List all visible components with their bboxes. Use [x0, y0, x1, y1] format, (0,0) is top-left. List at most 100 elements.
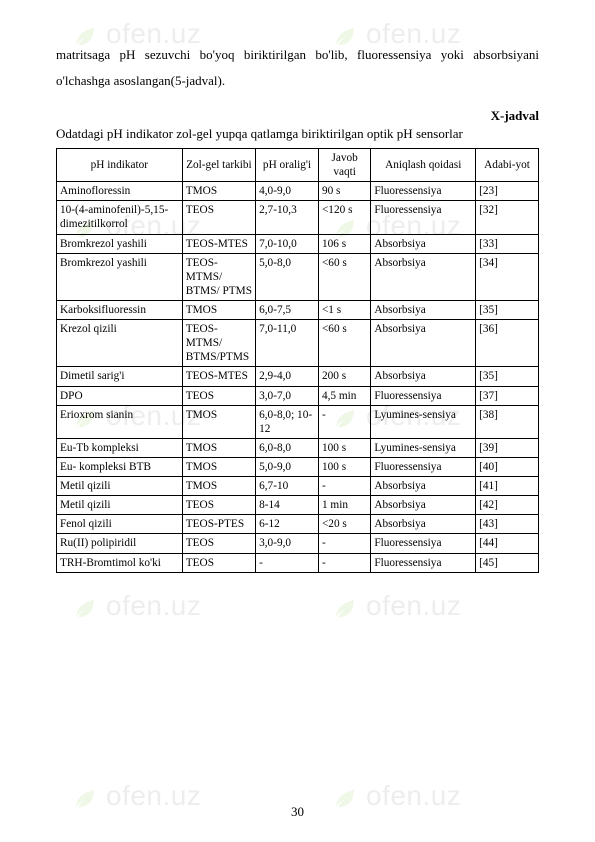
- table-cell: Absorbsiya: [371, 234, 476, 253]
- table-cell: 3,0-7,0: [256, 386, 319, 405]
- table-cell: Absorbsiya: [371, 320, 476, 367]
- table-row: Bromkrezol yashiliTEOS-MTES7,0-10,0106 s…: [57, 234, 539, 253]
- table-row: Metil qiziliTMOS6,7-10-Absorbsiya[41]: [57, 477, 539, 496]
- table-caption: Odatdagi pH indikator zol-gel yupqa qatl…: [56, 126, 539, 142]
- table-cell: [41]: [476, 477, 539, 496]
- table-row: Dimetil sarig'iTEOS-MTES2,9-4,0200 sAbso…: [57, 367, 539, 386]
- table-cell: Absorbsiya: [371, 496, 476, 515]
- table-header-cell: Adabi-yot: [476, 149, 539, 182]
- table-body: AminofloressinTMOS4,0-9,090 sFluoressens…: [57, 182, 539, 572]
- table-row: AminofloressinTMOS4,0-9,090 sFluoressens…: [57, 182, 539, 201]
- table-cell: Fluoressensiya: [371, 553, 476, 572]
- table-cell: TMOS: [182, 438, 255, 457]
- table-cell: Fluoressensiya: [371, 534, 476, 553]
- table-cell: [34]: [476, 253, 539, 300]
- leaf-icon: [70, 591, 100, 621]
- table-cell: 5,0-8,0: [256, 253, 319, 300]
- table-cell: Lyumines-sensiya: [371, 405, 476, 438]
- table-cell: TEOS-MTES: [182, 234, 255, 253]
- table-cell: Absorbsiya: [371, 477, 476, 496]
- table-cell: [35]: [476, 367, 539, 386]
- table-cell: TEOS-PTES: [182, 515, 255, 534]
- table-cell: TMOS: [182, 182, 255, 201]
- table-cell: Absorbsiya: [371, 367, 476, 386]
- table-cell: TEOS: [182, 534, 255, 553]
- table-cell: TEOS: [182, 553, 255, 572]
- table-cell: 100 s: [318, 438, 370, 457]
- table-cell: 6,0-7,5: [256, 300, 319, 319]
- table-cell: 2,9-4,0: [256, 367, 319, 386]
- table-cell: 8-14: [256, 496, 319, 515]
- table-cell: Metil qizili: [57, 496, 183, 515]
- table-cell: -: [318, 405, 370, 438]
- table-cell: [36]: [476, 320, 539, 367]
- page-content: matritsaga pH sezuvchi bo'yoq biriktiril…: [0, 0, 595, 593]
- table-cell: 1 min: [318, 496, 370, 515]
- table-cell: Bromkrezol yashili: [57, 234, 183, 253]
- table-head: pH indikatorZol-gel tarkibipH oralig'iJa…: [57, 149, 539, 182]
- table-cell: 3,0-9,0: [256, 534, 319, 553]
- table-cell: [39]: [476, 438, 539, 457]
- table-header-cell: Javob vaqti: [318, 149, 370, 182]
- table-cell: TEOS: [182, 201, 255, 234]
- table-cell: <1 s: [318, 300, 370, 319]
- data-table: pH indikatorZol-gel tarkibipH oralig'iJa…: [56, 148, 539, 573]
- table-row: Krezol qiziliTEOS-MTMS/ BTMS/PTMS7,0-11,…: [57, 320, 539, 367]
- table-row: Erioxrom sianinTMOS6,0-8,0; 10-12-Lyumin…: [57, 405, 539, 438]
- table-header-cell: Aniqlash qoidasi: [371, 149, 476, 182]
- table-cell: -: [318, 477, 370, 496]
- table-cell: Absorbsiya: [371, 253, 476, 300]
- table-cell: [38]: [476, 405, 539, 438]
- table-row: DPOTEOS3,0-7,04,5 minFluoressensiya[37]: [57, 386, 539, 405]
- table-cell: Karboksifluoressin: [57, 300, 183, 319]
- table-cell: Krezol qizili: [57, 320, 183, 367]
- table-cell: DPO: [57, 386, 183, 405]
- table-cell: [45]: [476, 553, 539, 572]
- table-cell: 6,0-8,0: [256, 438, 319, 457]
- table-cell: 4,5 min: [318, 386, 370, 405]
- table-header-cell: pH indikator: [57, 149, 183, 182]
- watermark-text: ofen.uz: [366, 590, 461, 622]
- table-row: Ru(II) polipiridilTEOS3,0-9,0-Fluoressen…: [57, 534, 539, 553]
- table-row: TRH-Bromtimol ko'kiTEOS--Fluoressensiya[…: [57, 553, 539, 572]
- table-cell: 2,7-10,3: [256, 201, 319, 234]
- table-cell: 5,0-9,0: [256, 457, 319, 476]
- table-row: 10-(4-aminofenil)-5,15-dimezitilkorrolTE…: [57, 201, 539, 234]
- table-cell: -: [318, 534, 370, 553]
- table-cell: Eu- kompleksi BTB: [57, 457, 183, 476]
- table-cell: <20 s: [318, 515, 370, 534]
- table-cell: 6,7-10: [256, 477, 319, 496]
- table-cell: Fluoressensiya: [371, 201, 476, 234]
- table-cell: Fluoressensiya: [371, 457, 476, 476]
- table-row: Bromkrezol yashiliTEOS-MTMS/ BTMS/ PTMS5…: [57, 253, 539, 300]
- table-cell: [32]: [476, 201, 539, 234]
- table-cell: TEOS-MTES: [182, 367, 255, 386]
- table-cell: Eu-Tb kompleksi: [57, 438, 183, 457]
- table-row: Fenol qiziliTEOS-PTES6-12<20 sAbsorbsiya…: [57, 515, 539, 534]
- table-cell: Bromkrezol yashili: [57, 253, 183, 300]
- table-cell: [43]: [476, 515, 539, 534]
- table-cell: <60 s: [318, 320, 370, 367]
- table-cell: [37]: [476, 386, 539, 405]
- table-cell: [42]: [476, 496, 539, 515]
- table-cell: [33]: [476, 234, 539, 253]
- table-cell: Dimetil sarig'i: [57, 367, 183, 386]
- table-row: Eu-Tb kompleksiTMOS6,0-8,0100 sLyumines-…: [57, 438, 539, 457]
- table-cell: 10-(4-aminofenil)-5,15-dimezitilkorrol: [57, 201, 183, 234]
- table-cell: TEOS: [182, 496, 255, 515]
- table-cell: 4,0-9,0: [256, 182, 319, 201]
- table-header-cell: Zol-gel tarkibi: [182, 149, 255, 182]
- intro-paragraph: matritsaga pH sezuvchi bo'yoq biriktiril…: [56, 42, 539, 94]
- watermark-text: ofen.uz: [106, 590, 201, 622]
- table-cell: -: [256, 553, 319, 572]
- table-cell: TMOS: [182, 300, 255, 319]
- table-cell: TMOS: [182, 457, 255, 476]
- table-cell: Fenol qizili: [57, 515, 183, 534]
- table-cell: TEOS: [182, 386, 255, 405]
- table-cell: [23]: [476, 182, 539, 201]
- table-cell: Absorbsiya: [371, 515, 476, 534]
- table-row: Metil qiziliTEOS8-141 minAbsorbsiya[42]: [57, 496, 539, 515]
- table-cell: <120 s: [318, 201, 370, 234]
- table-row: Eu- kompleksi BTBTMOS5,0-9,0100 sFluores…: [57, 457, 539, 476]
- watermark: ofen.uz: [330, 590, 461, 622]
